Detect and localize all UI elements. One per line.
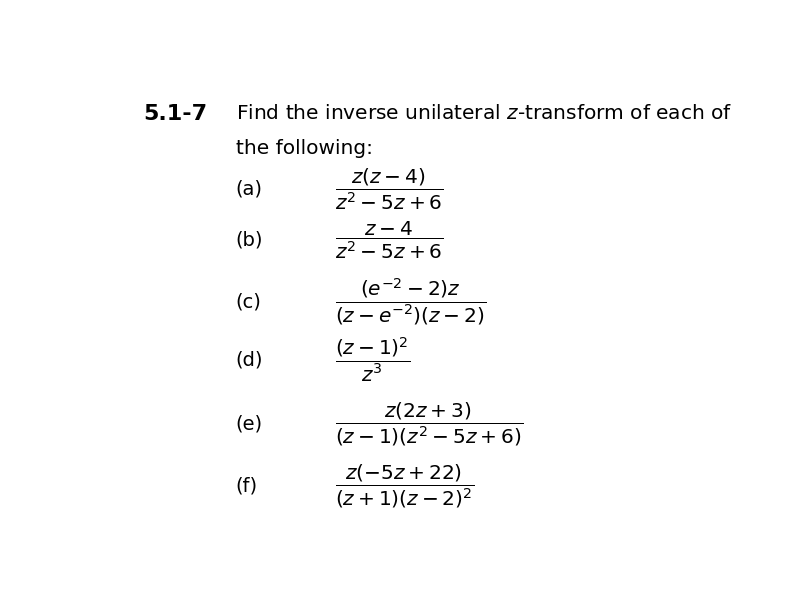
Text: (a): (a) (236, 179, 263, 199)
Text: $\dfrac{z(-5z+22)}{(z+1)(z-2)^2}$: $\dfrac{z(-5z+22)}{(z+1)(z-2)^2}$ (335, 462, 474, 510)
Text: (e): (e) (236, 414, 263, 434)
Text: $\dfrac{z-4}{z^2-5z+6}$: $\dfrac{z-4}{z^2-5z+6}$ (335, 219, 444, 261)
Text: 5.1-7: 5.1-7 (143, 104, 207, 124)
Text: (d): (d) (236, 350, 263, 369)
Text: (b): (b) (236, 230, 263, 249)
Text: $\dfrac{z(2z+3)}{(z-1)(z^2-5z+6)}$: $\dfrac{z(2z+3)}{(z-1)(z^2-5z+6)}$ (335, 400, 523, 448)
Text: $\dfrac{z(z-4)}{z^2-5z+6}$: $\dfrac{z(z-4)}{z^2-5z+6}$ (335, 166, 444, 212)
Text: (f): (f) (236, 477, 258, 496)
Text: $\dfrac{(e^{-2}-2)z}{(z-e^{-2})(z-2)}$: $\dfrac{(e^{-2}-2)z}{(z-e^{-2})(z-2)}$ (335, 277, 486, 327)
Text: $\dfrac{(z-1)^2}{z^3}$: $\dfrac{(z-1)^2}{z^3}$ (335, 335, 410, 384)
Text: the following:: the following: (236, 139, 373, 157)
Text: (c): (c) (236, 292, 262, 312)
Text: Find the inverse unilateral $z$-transform of each of: Find the inverse unilateral $z$-transfor… (236, 104, 733, 123)
